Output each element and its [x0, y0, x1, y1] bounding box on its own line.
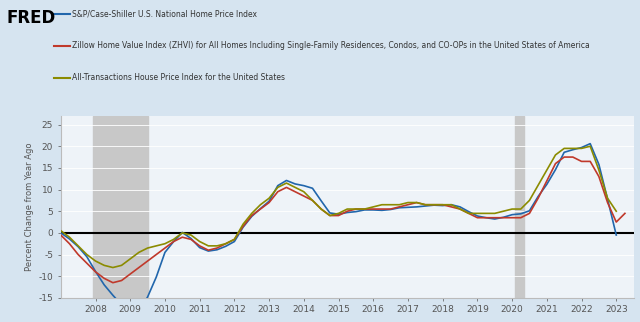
Text: FRED: FRED: [6, 9, 56, 27]
Y-axis label: Percent Change from Year Ago: Percent Change from Year Ago: [25, 143, 35, 271]
Bar: [515, 116, 524, 298]
Text: S&P/Case-Shiller U.S. National Home Price Index: S&P/Case-Shiller U.S. National Home Pric…: [72, 9, 257, 18]
Text: All-Transactions House Price Index for the United States: All-Transactions House Price Index for t…: [72, 73, 285, 82]
Text: Zillow Home Value Index (ZHVI) for All Homes Including Single-Family Residences,: Zillow Home Value Index (ZHVI) for All H…: [72, 41, 590, 50]
Bar: [93, 116, 148, 298]
